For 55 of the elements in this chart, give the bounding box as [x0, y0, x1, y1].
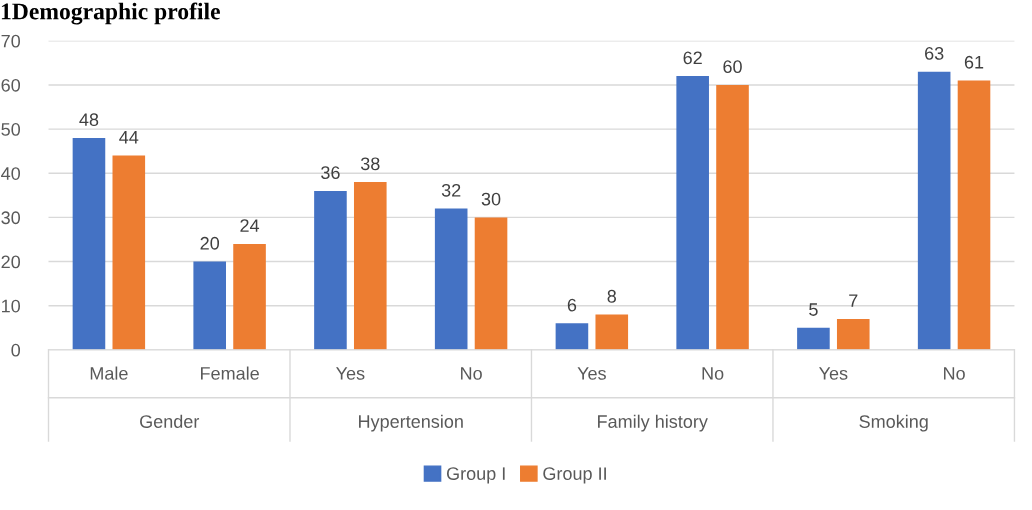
- data-label: 63: [925, 47, 944, 60]
- chart-title: 1Demographic profile: [1, 2, 220, 25]
- x-tick-label: Yes: [336, 367, 365, 380]
- bar: [797, 327, 830, 350]
- y-tick-label: 10: [2, 299, 21, 313]
- y-tick-label: 60: [1, 78, 21, 92]
- data-label: 20: [200, 236, 220, 250]
- y-tick-label: 0: [11, 343, 21, 357]
- text: Family history: [598, 414, 708, 432]
- bar: [314, 190, 347, 350]
- data-label: 6: [567, 298, 577, 312]
- legend-label: Group I: [446, 467, 505, 484]
- text: Gender: [140, 414, 200, 428]
- x-tick-label: No: [461, 367, 482, 380]
- bar: [555, 323, 589, 350]
- data-label: 5: [809, 303, 818, 316]
- bar: [72, 137, 106, 350]
- data-label: 38: [360, 157, 380, 171]
- data-label: 60: [723, 60, 742, 74]
- y-tick-label: 30: [1, 211, 21, 225]
- data-label: 8: [607, 289, 617, 303]
- bar: [917, 71, 951, 350]
- data-label: 61: [964, 55, 984, 69]
- x-tick-label: No: [944, 367, 965, 380]
- x-tick-label: Yes: [819, 367, 848, 380]
- bar: [112, 155, 146, 350]
- data-label: 44: [119, 131, 139, 144]
- data-label: 24: [240, 219, 260, 232]
- legend-label: Group II: [543, 467, 606, 484]
- y-tick-label: 70: [1, 34, 21, 48]
- x-tick-label: Yes: [577, 367, 606, 380]
- data-label: 30: [481, 192, 501, 206]
- x-tick-label: Male: [90, 366, 128, 380]
- data-label: 48: [79, 113, 99, 127]
- y-tick-label: 50: [1, 123, 21, 136]
- data-label: 7: [849, 294, 858, 307]
- data-label: 62: [683, 51, 702, 65]
- x-tick-label: No: [702, 367, 724, 380]
- bar: [353, 182, 387, 350]
- bar: [595, 314, 629, 350]
- bar: [716, 84, 749, 350]
- y-tick-label: 40: [1, 167, 21, 180]
- bar: [434, 208, 468, 350]
- bar: [233, 243, 266, 350]
- x-tick-label: Female: [201, 366, 259, 380]
- data-label: 32: [441, 183, 461, 197]
- text: Hypertension: [359, 414, 463, 432]
- text: Smoking: [859, 414, 928, 432]
- y-tick-label: 20: [1, 255, 21, 269]
- data-label: 36: [321, 166, 340, 180]
- bar: [474, 217, 508, 350]
- bar: [957, 80, 991, 350]
- bar: [193, 261, 226, 350]
- bar: [676, 76, 709, 350]
- bar: [836, 318, 870, 350]
